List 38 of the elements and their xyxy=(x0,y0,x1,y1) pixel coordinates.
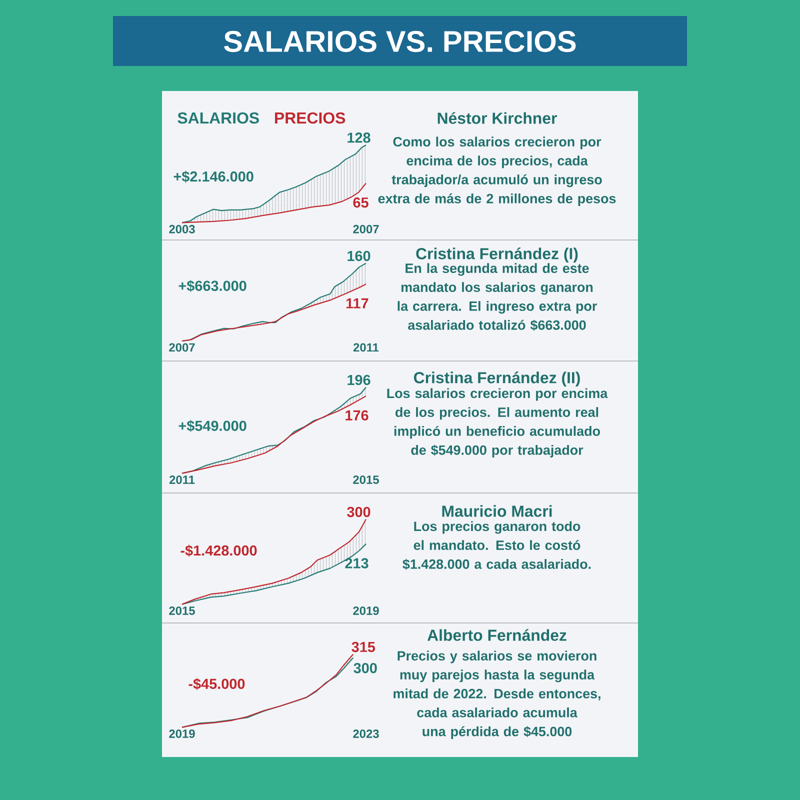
text: Precios y salarios se movieron muy parejos hasta la segunda mitad de 2022. Desde entonces, cada asalariado acumula una pérdida de $45.000 xyxy=(394,650,600,739)
x-tick-label: 2019 xyxy=(353,606,379,615)
x-tick-label: 2015 xyxy=(169,606,195,615)
text: Como los salarios crecieron por encima de los precios, cada trabajador/a acumuló un ingreso extra de más de 2 millones de pesos xyxy=(378,136,616,206)
x-tick-label: 2003 xyxy=(169,224,195,234)
annotation: -$1.428.000 xyxy=(180,544,257,557)
text: Cristina Fernández (II) xyxy=(414,372,580,386)
data-label: 176 xyxy=(346,410,368,420)
x-tick-label: 2015 xyxy=(353,475,379,484)
data-label: 196 xyxy=(348,374,370,386)
x-tick-label: 2011 xyxy=(169,475,195,484)
text: SALARIOS VS. PRECIOS xyxy=(224,30,576,52)
data-label: 213 xyxy=(345,558,368,568)
x-tick-label: 2007 xyxy=(353,224,379,234)
annotation: +$663.000 xyxy=(178,280,246,292)
data-label: 315 xyxy=(352,642,376,652)
data-label: 160 xyxy=(348,250,370,262)
text: Cristina Fernández (I) xyxy=(416,247,578,262)
x-tick-label: 2023 xyxy=(353,730,379,738)
data-label: 117 xyxy=(346,298,368,308)
text: Néstor Kirchner xyxy=(438,112,557,124)
text: PRECIOS xyxy=(275,112,346,124)
text: SALARIOS xyxy=(178,112,259,124)
annotation: +$549.000 xyxy=(178,420,246,432)
x-tick-label: 2019 xyxy=(169,730,195,738)
x-tick-label: 2011 xyxy=(353,343,379,352)
data-label: 300 xyxy=(354,662,377,674)
data-label: 300 xyxy=(347,506,370,518)
data-label: 65 xyxy=(353,197,368,208)
text: Los salarios crecieron por encima de los precios. El aumento real implicó un beneficio acumulado de $549.000 por trabajador xyxy=(387,388,608,458)
x-tick-label: 2007 xyxy=(169,343,195,352)
text: Mauricio Macri xyxy=(442,505,552,517)
text: En la segunda mitad de este mandato los salarios ganaron la carrera. El ingreso extra por asalariado totalizó $663.000 xyxy=(398,263,597,331)
text: Alberto Fernández xyxy=(427,629,566,641)
annotation: +$2.146.000 xyxy=(174,170,254,183)
data-label: 128 xyxy=(348,132,370,143)
text: Los precios ganaron todo el mandato. Esto le costó $1.428.000 a cada asalariado. xyxy=(402,521,591,570)
annotation: -$45.000 xyxy=(188,678,245,690)
